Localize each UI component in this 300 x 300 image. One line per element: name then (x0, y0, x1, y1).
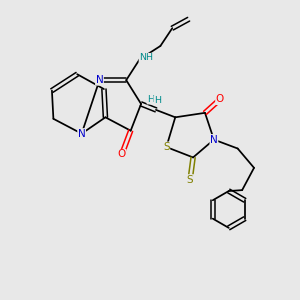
Text: O: O (216, 94, 224, 104)
Text: O: O (118, 149, 126, 160)
Text: N: N (96, 75, 103, 85)
Text: H: H (154, 96, 161, 105)
Text: H: H (147, 95, 154, 104)
Text: S: S (187, 175, 194, 185)
Text: N: N (210, 135, 218, 145)
Text: N: N (78, 129, 86, 139)
Text: NH: NH (139, 53, 153, 62)
Text: S: S (163, 142, 170, 152)
